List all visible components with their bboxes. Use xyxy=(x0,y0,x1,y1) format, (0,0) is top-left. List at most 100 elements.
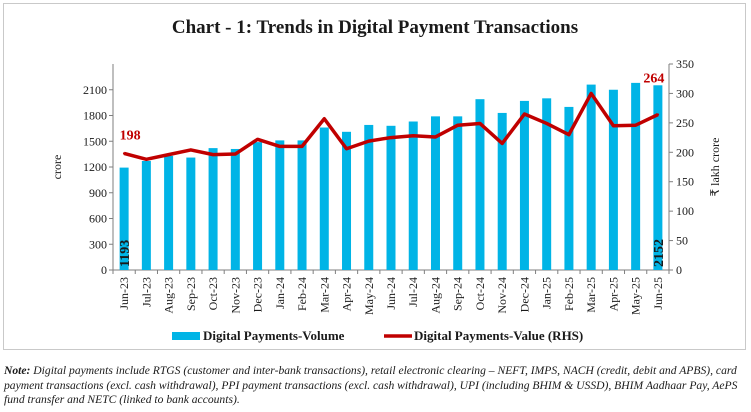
value-point xyxy=(501,142,504,145)
value-label-last: 264 xyxy=(643,72,664,87)
value-point xyxy=(323,117,326,120)
left-tick-label: 900 xyxy=(89,186,107,200)
value-point xyxy=(256,138,259,141)
x-tick-label: Apr-24 xyxy=(340,277,354,311)
value-point xyxy=(589,92,593,95)
x-tick-label: May-25 xyxy=(629,277,643,315)
right-tick-label: 50 xyxy=(676,234,688,248)
value-point xyxy=(545,122,548,125)
x-tick-label: May-24 xyxy=(362,277,376,315)
x-tick-label: Jun-25 xyxy=(651,277,665,310)
volume-bar xyxy=(186,157,196,270)
left-tick-label: 600 xyxy=(89,212,107,226)
value-point xyxy=(167,153,170,156)
value-point xyxy=(345,147,348,150)
value-point xyxy=(567,133,571,136)
x-tick-label: Apr-25 xyxy=(606,277,620,311)
data-labels: 198 264 1193 2152 xyxy=(118,72,667,267)
right-tick-label: 100 xyxy=(676,204,694,218)
value-point xyxy=(478,122,482,125)
legend-swatch-volume xyxy=(172,332,200,340)
volume-bar xyxy=(319,127,329,271)
x-tick-label: Jan-25 xyxy=(540,277,554,309)
value-point xyxy=(145,158,148,161)
x-tick-label: Aug-24 xyxy=(428,277,442,314)
volume-bar xyxy=(608,89,618,270)
x-tick-label: Mar-24 xyxy=(317,277,331,313)
volume-bar xyxy=(364,124,374,270)
value-point xyxy=(211,153,215,156)
left-tick-label: 0 xyxy=(101,263,107,277)
right-tick-label: 350 xyxy=(676,57,694,71)
volume-label-first: 1193 xyxy=(118,240,133,267)
x-tick-label: Feb-25 xyxy=(562,277,576,311)
value-point xyxy=(189,148,193,152)
volume-bar xyxy=(119,167,129,270)
right-tick-label: 300 xyxy=(676,86,694,100)
volume-bar xyxy=(208,148,218,270)
value-point xyxy=(412,134,415,138)
axes: 0 300 600 900 1200 1500 1800 2100 0 50 100 150 200 25… xyxy=(50,57,722,315)
y-axis-title-left: crore xyxy=(50,155,64,180)
value-point xyxy=(612,124,615,128)
value-point xyxy=(234,152,237,156)
value-point xyxy=(300,145,304,148)
right-tick-label: 200 xyxy=(676,145,694,159)
volume-bar xyxy=(230,148,240,270)
x-tick-label: Jul-24 xyxy=(406,277,420,307)
volume-bar xyxy=(653,85,663,270)
volume-bar xyxy=(342,131,352,270)
value-point xyxy=(367,139,370,143)
x-tick-label: Feb-24 xyxy=(295,277,309,311)
x-tick-label: Jul-23 xyxy=(139,277,153,307)
left-tick-label: 2100 xyxy=(83,83,107,97)
volume-bar xyxy=(297,140,307,270)
legend-label-volume: Digital Payments-Volume xyxy=(203,328,345,343)
volume-bars xyxy=(119,82,663,271)
right-tick-label: 150 xyxy=(676,175,694,189)
x-tick-label: Nov-23 xyxy=(228,277,242,314)
x-tick-label: Oct-24 xyxy=(473,277,487,310)
x-tick-label: Dec-24 xyxy=(517,277,531,312)
value-line xyxy=(122,91,660,162)
value-point xyxy=(389,136,393,139)
legend-label-value: Digital Payments-Value (RHS) xyxy=(414,328,583,343)
volume-bar xyxy=(275,140,285,270)
footnote: Note: Digital payments include RTGS (cus… xyxy=(4,364,744,408)
volume-bar xyxy=(408,121,418,270)
x-tick-label: Aug-23 xyxy=(162,277,176,314)
value-label-first: 198 xyxy=(120,128,141,143)
value-point xyxy=(456,124,459,127)
volume-bar xyxy=(586,84,596,270)
x-tick-label: Mar-25 xyxy=(584,277,598,313)
value-point xyxy=(656,113,660,116)
volume-bar xyxy=(430,116,440,270)
volume-bar xyxy=(497,112,507,270)
volume-bar xyxy=(164,155,174,270)
volume-bar xyxy=(542,98,552,270)
volume-bar xyxy=(386,125,396,270)
volume-label-last: 2152 xyxy=(652,239,667,267)
value-point xyxy=(523,112,526,116)
volume-bar xyxy=(564,106,574,271)
left-tick-label: 1200 xyxy=(83,160,107,174)
value-point xyxy=(634,124,637,127)
left-tick-label: 1800 xyxy=(83,109,107,123)
chart-title: Chart - 1: Trends in Digital Payment Tra… xyxy=(172,17,578,38)
value-point xyxy=(278,145,281,148)
left-tick-label: 300 xyxy=(89,237,107,251)
left-tick-label: 1500 xyxy=(83,134,107,148)
x-tick-label: Jan-24 xyxy=(273,277,287,309)
x-tick-label: Oct-23 xyxy=(206,277,220,310)
volume-bar xyxy=(453,116,463,270)
x-tick-label: Jun-24 xyxy=(384,277,398,310)
note-label: Note: xyxy=(4,364,31,377)
volume-bar xyxy=(141,160,151,270)
right-tick-label: 250 xyxy=(676,116,694,130)
y-axis-title-right: ₹ lakh crore xyxy=(708,138,722,197)
x-tick-label: Dec-23 xyxy=(251,277,265,312)
volume-bar xyxy=(253,142,263,270)
x-tick-label: Sep-23 xyxy=(184,277,198,311)
x-tick-label: Jun-23 xyxy=(117,277,131,310)
legend: Digital Payments-Volume Digital Payments… xyxy=(172,328,583,343)
